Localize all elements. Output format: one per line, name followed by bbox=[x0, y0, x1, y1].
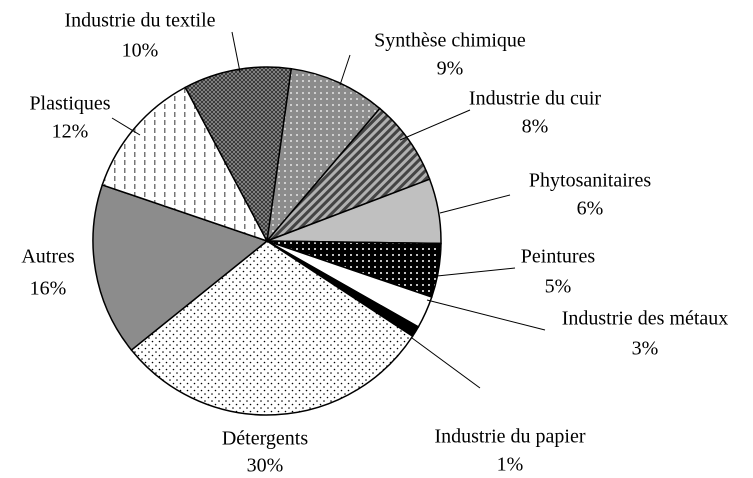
slice-value: 8% bbox=[522, 116, 549, 138]
slice-value: 5% bbox=[545, 276, 572, 298]
slice-label: Phytosanitaires bbox=[529, 170, 651, 192]
pie-slice bbox=[265, 67, 381, 244]
slice-value: 10% bbox=[122, 40, 159, 62]
pie-slice bbox=[101, 86, 269, 243]
slice-value: 1% bbox=[497, 454, 524, 476]
slice-label: Synthèse chimique bbox=[374, 30, 526, 52]
pie-slice bbox=[184, 66, 293, 244]
pie-slice bbox=[130, 240, 414, 416]
slice-value: 9% bbox=[437, 58, 464, 80]
slice-value: 16% bbox=[30, 278, 67, 300]
leader-line bbox=[111, 117, 141, 136]
slice-label: Industrie du papier bbox=[434, 426, 585, 448]
slice-label: Industrie des métaux bbox=[562, 308, 729, 330]
slice-label: Plastiques bbox=[29, 93, 110, 115]
leader-line bbox=[436, 267, 516, 277]
labels: Synthèse chimique 9%Industrie du cuir 8% Ph… bbox=[21, 10, 728, 477]
leader-line bbox=[231, 31, 241, 73]
leader-line bbox=[439, 194, 511, 214]
slice-label: Autres bbox=[21, 246, 75, 268]
slice-value: 3% bbox=[632, 338, 659, 360]
leader-line bbox=[339, 54, 351, 86]
slice-label: Détergents bbox=[222, 428, 308, 450]
slices bbox=[92, 66, 442, 416]
leader-line bbox=[411, 337, 481, 389]
leader-line bbox=[426, 299, 546, 331]
slice-value: 12% bbox=[52, 121, 89, 143]
slice-label: Industrie du cuir bbox=[469, 88, 602, 110]
leader-line bbox=[399, 109, 471, 141]
slice-value: 6% bbox=[577, 198, 604, 220]
slice-label: Peintures bbox=[521, 246, 596, 268]
slice-value: 30% bbox=[247, 455, 284, 477]
slice-label: Industrie du textile bbox=[64, 10, 215, 32]
